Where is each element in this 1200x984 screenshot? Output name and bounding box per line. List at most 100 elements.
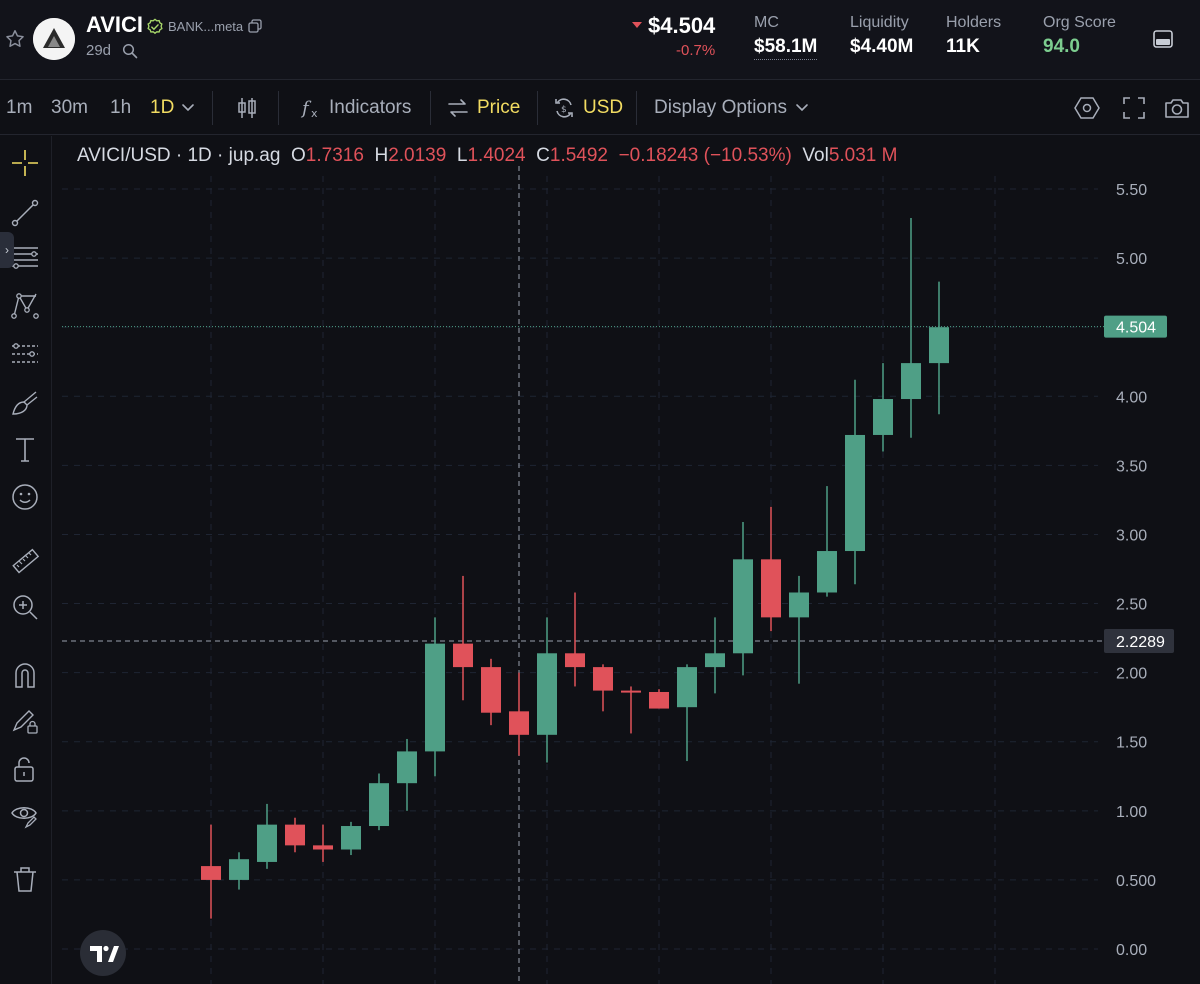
candle-body bbox=[397, 751, 417, 784]
trend-line-tool-icon[interactable] bbox=[10, 198, 40, 228]
tradingview-logo-icon[interactable] bbox=[80, 930, 126, 976]
candle-body bbox=[201, 866, 221, 880]
candle-body bbox=[733, 559, 753, 654]
display-options-chevron-icon[interactable] bbox=[792, 97, 812, 117]
interval-1h[interactable]: 1h bbox=[110, 97, 132, 118]
interval-dropdown-chevron-icon[interactable] bbox=[178, 97, 198, 117]
token-mint-tag[interactable]: BANK...meta bbox=[168, 19, 244, 34]
favorite-star-icon[interactable] bbox=[4, 28, 26, 50]
legend-close-value: 1.5492 bbox=[549, 145, 609, 166]
candle-body bbox=[761, 559, 781, 618]
currency-toggle-button[interactable]: USD bbox=[583, 97, 624, 118]
token-header: AVICI BANK...meta 29d $4.504 -0.7% MC $5… bbox=[0, 0, 1200, 80]
candle-body bbox=[537, 653, 557, 735]
legend-symbol[interactable]: AVICI/USD · 1D · jup.ag bbox=[77, 145, 281, 166]
crosshair-price-tag-label: 2.2289 bbox=[1116, 634, 1165, 651]
stat-holders: Holders 11K bbox=[946, 14, 1001, 58]
stat-label: Org Score bbox=[1043, 14, 1116, 31]
y-tick-label: 5.50 bbox=[1116, 182, 1147, 199]
candle-body bbox=[285, 824, 305, 846]
settings-hexagon-icon[interactable] bbox=[1074, 95, 1100, 121]
indicators-button[interactable]: Indicators bbox=[329, 97, 412, 118]
token-logo bbox=[33, 18, 75, 60]
lock-drawing-pencil-icon[interactable] bbox=[10, 706, 40, 736]
last-price-tag bbox=[1104, 315, 1167, 338]
y-tick-label: 2.50 bbox=[1116, 597, 1147, 614]
search-icon[interactable] bbox=[122, 43, 138, 59]
stat-org-score: Org Score 94.0 bbox=[1043, 14, 1116, 58]
stat-label: Liquidity bbox=[850, 14, 909, 31]
candle-body bbox=[817, 551, 837, 593]
candle-body bbox=[257, 824, 277, 862]
brush-tool-icon[interactable] bbox=[10, 388, 40, 418]
magnet-tool-icon[interactable] bbox=[10, 660, 40, 690]
candle-body bbox=[341, 826, 361, 850]
trash-icon[interactable] bbox=[10, 864, 40, 894]
y-tick-label: 0.00 bbox=[1116, 942, 1147, 959]
legend-change: −0.18243 (−10.53%) bbox=[618, 145, 792, 166]
interval-30m[interactable]: 30m bbox=[51, 97, 88, 118]
unlock-icon[interactable] bbox=[10, 754, 40, 784]
camera-screenshot-icon[interactable] bbox=[1163, 95, 1189, 121]
candle-body bbox=[565, 653, 585, 668]
candle-body bbox=[789, 592, 809, 618]
stat-value: 94.0 bbox=[1043, 36, 1080, 57]
crosshair-tool-icon[interactable] bbox=[10, 148, 40, 178]
legend-open-value: 1.7316 bbox=[305, 145, 364, 166]
y-tick-label: 0.500 bbox=[1116, 873, 1156, 890]
toolbar-divider bbox=[636, 91, 637, 125]
price-chart[interactable]: 0.00 0.500 1.00 1.50 2.00 2.50 3.00 3.50 4.00 4.5… bbox=[52, 136, 1200, 984]
current-price: $4.504 bbox=[648, 13, 716, 38]
stat-value: 11K bbox=[946, 36, 980, 57]
fullscreen-icon[interactable] bbox=[1121, 95, 1147, 121]
swap-arrows-icon[interactable] bbox=[445, 95, 471, 121]
expand-toolbar-chevron-icon[interactable]: › bbox=[0, 232, 14, 268]
stat-value[interactable]: $58.1M bbox=[754, 36, 818, 60]
text-tool-icon[interactable] bbox=[10, 434, 40, 464]
toolbar-divider bbox=[430, 91, 431, 125]
candle-type-icon[interactable] bbox=[234, 95, 260, 121]
zoom-in-tool-icon[interactable] bbox=[10, 592, 40, 622]
display-options-button[interactable]: Display Options bbox=[654, 97, 788, 118]
legend-volume-label: Vol bbox=[802, 145, 829, 166]
legend-close-label: C bbox=[536, 145, 550, 166]
verified-badge-icon bbox=[146, 18, 164, 36]
interval-1m[interactable]: 1m bbox=[6, 97, 33, 118]
stat-label: Holders bbox=[946, 14, 1002, 31]
y-tick-label: 3.00 bbox=[1116, 527, 1147, 544]
layout-toggle-icon[interactable] bbox=[1152, 28, 1174, 50]
interval-1d[interactable]: 1D bbox=[150, 97, 175, 118]
ruler-tool-icon[interactable] bbox=[10, 546, 40, 576]
last-price-tag-label: 4.504 bbox=[1116, 320, 1156, 337]
legend-low-label: L bbox=[456, 145, 468, 166]
token-name: AVICI bbox=[86, 12, 144, 37]
projection-tool-icon[interactable] bbox=[10, 338, 40, 368]
currency-refresh-icon[interactable]: $ bbox=[551, 95, 577, 121]
candle-body bbox=[901, 363, 921, 400]
candle-body bbox=[621, 690, 641, 693]
price-toggle-button[interactable]: Price bbox=[477, 97, 521, 118]
copy-icon[interactable] bbox=[248, 19, 262, 33]
visibility-eye-icon[interactable] bbox=[10, 800, 40, 830]
candle-body bbox=[929, 327, 949, 364]
pattern-tool-icon[interactable] bbox=[10, 290, 40, 320]
fib-lines-tool-icon[interactable] bbox=[10, 242, 40, 272]
candlestick-chart-svg[interactable]: 0.00 0.500 1.00 1.50 2.00 2.50 3.00 3.50 4.00 4.5… bbox=[52, 136, 1200, 984]
candle-body bbox=[229, 859, 249, 880]
token-age: 29d bbox=[86, 42, 112, 59]
ohlc-legend: AVICI/USD · 1D · jup.ag O1.7316 H2.0139 … bbox=[77, 145, 897, 167]
drawing-toolbar: › bbox=[0, 136, 52, 984]
toolbar-divider bbox=[212, 91, 213, 125]
toolbar-divider bbox=[537, 91, 538, 125]
price-change: -0.7% bbox=[676, 42, 716, 59]
crosshair-price-tag bbox=[1104, 629, 1174, 654]
legend-volume-value: 5.031 M bbox=[828, 145, 898, 166]
emoji-tool-icon[interactable] bbox=[10, 482, 40, 512]
legend-high-value: 2.0139 bbox=[388, 145, 447, 166]
candle-body bbox=[369, 783, 389, 827]
candle-body bbox=[425, 643, 445, 752]
y-tick-label: 1.50 bbox=[1116, 735, 1147, 752]
svg-text:x: x bbox=[311, 107, 318, 120]
